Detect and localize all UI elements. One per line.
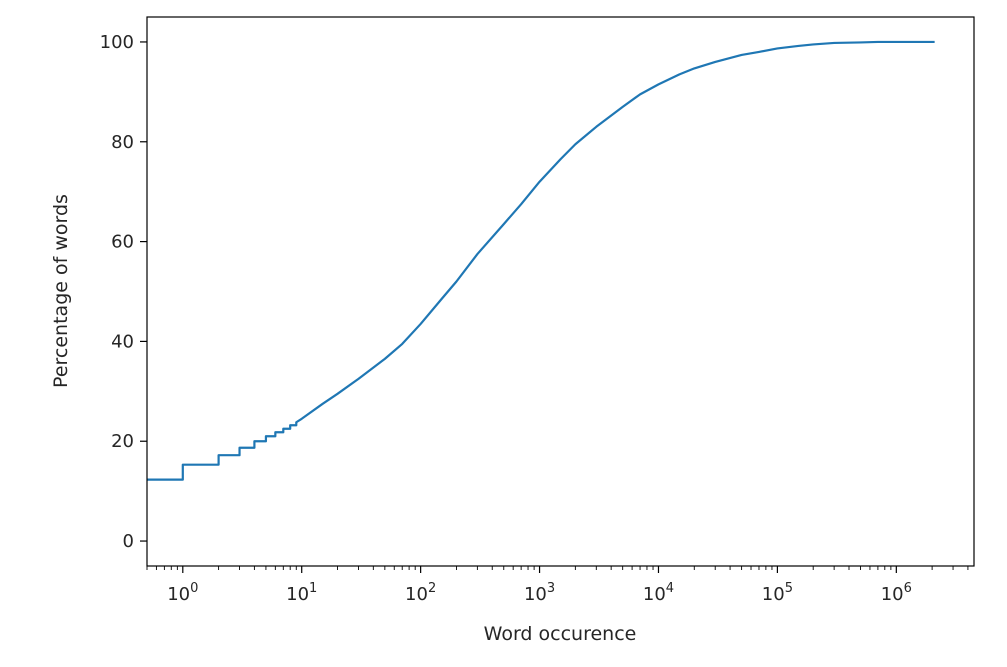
y-tick-label: 0 bbox=[123, 531, 134, 552]
y-tick-label: 100 bbox=[100, 32, 134, 53]
x-axis: 100 101 102 103 104 105 106 bbox=[146, 566, 969, 605]
x-axis-label: Word occurence bbox=[484, 623, 637, 645]
y-axis-label: Percentage of words bbox=[50, 194, 72, 388]
y-tick-label: 20 bbox=[111, 431, 134, 452]
x-tick-label: 102 bbox=[405, 581, 436, 605]
plot-content bbox=[147, 40, 935, 481]
x-tick-label: 105 bbox=[762, 581, 793, 605]
plot-frame bbox=[146, 16, 975, 567]
x-tick-label: 100 bbox=[167, 581, 198, 605]
y-tick-label: 80 bbox=[111, 132, 134, 153]
x-tick-label: 101 bbox=[286, 581, 317, 605]
x-tick-label: 106 bbox=[881, 581, 912, 605]
x-tick-label: 103 bbox=[524, 581, 555, 605]
plot-area bbox=[147, 17, 974, 566]
y-axis: 0 20 40 60 80 100 bbox=[100, 32, 147, 552]
x-tick-label: 104 bbox=[643, 581, 674, 605]
y-tick-label: 40 bbox=[111, 331, 134, 352]
series-line bbox=[147, 40, 935, 481]
y-tick-label: 60 bbox=[111, 232, 134, 253]
